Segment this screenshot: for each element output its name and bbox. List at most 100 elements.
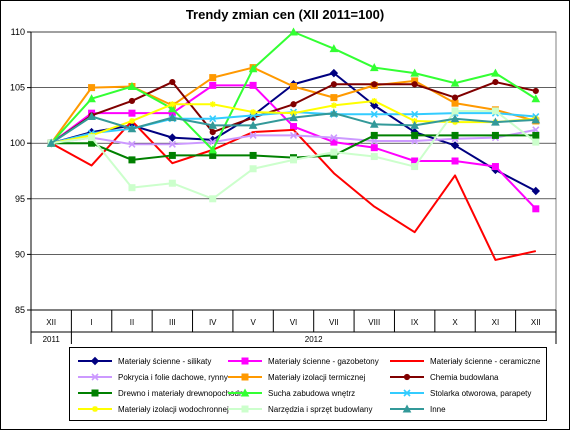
- legend-swatch: [228, 405, 262, 413]
- data-point: [532, 205, 540, 213]
- y-tick-label: 110: [11, 27, 25, 37]
- data-point: [209, 101, 216, 108]
- data-point: [370, 131, 378, 139]
- data-point: [451, 107, 459, 115]
- legend-item: Materiały izolacji wodochronnej: [76, 402, 229, 416]
- legend-item: Chemia budowlana: [388, 370, 499, 384]
- legend-swatch: [78, 389, 112, 397]
- data-point: [168, 140, 176, 148]
- data-point: [370, 101, 379, 110]
- data-point: [330, 148, 338, 156]
- data-point: [532, 126, 540, 134]
- data-point: [370, 153, 378, 161]
- data-point: [209, 81, 217, 89]
- data-point: [249, 151, 257, 159]
- series-12: [46, 108, 541, 147]
- data-point: [411, 163, 419, 171]
- data-point: [491, 131, 499, 139]
- data-point: [532, 87, 539, 95]
- legend-item: Materiały izolacji termicznej: [226, 370, 365, 384]
- legend-label: Materiały ścienne - ceramiczne: [430, 356, 541, 366]
- legend-swatch: [390, 389, 424, 397]
- legend-swatch: [78, 406, 112, 412]
- data-point: [248, 120, 258, 129]
- legend: Materiały ścienne - silikaty Materiały śc…: [69, 347, 547, 421]
- data-point: [87, 94, 96, 103]
- legend-item: Stolarka otworowa, parapety: [388, 386, 531, 400]
- data-point: [450, 78, 460, 87]
- data-point: [128, 184, 136, 192]
- x-tick-label: II: [130, 318, 134, 327]
- data-point: [169, 101, 176, 108]
- data-point: [209, 195, 217, 203]
- data-point: [248, 64, 258, 73]
- data-point: [531, 94, 541, 103]
- data-point: [128, 140, 136, 148]
- data-point: [369, 63, 379, 72]
- data-point: [411, 110, 419, 118]
- data-point: [290, 123, 297, 131]
- legend-label: Materiały ścienne - gazobetony: [268, 356, 379, 366]
- data-point: [370, 110, 378, 118]
- data-point: [249, 81, 257, 89]
- data-point: [451, 99, 459, 107]
- legend-marker: [92, 406, 98, 412]
- data-point: [329, 68, 339, 78]
- legend-item: Narzędzia i sprzęt budowlany: [226, 402, 373, 416]
- legend-label: Pokrycia i folie dachowe, rynny: [118, 372, 228, 382]
- legend-marker: [402, 404, 412, 413]
- data-point: [249, 165, 257, 173]
- legend-marker: [241, 357, 249, 365]
- data-point: [128, 109, 136, 117]
- data-point: [410, 68, 419, 77]
- data-point: [411, 131, 419, 139]
- series-6: [48, 78, 539, 147]
- data-point: [329, 108, 339, 117]
- legend-item: Materiały ścienne - gazobetony: [226, 354, 379, 368]
- data-point: [209, 115, 217, 123]
- legend-marker: [403, 389, 411, 397]
- legend-swatch: [78, 356, 112, 366]
- data-point: [208, 120, 218, 129]
- data-point: [410, 120, 419, 129]
- data-point: [531, 115, 541, 124]
- y-tick-label: 100: [10, 138, 25, 148]
- plot-area: [30, 31, 557, 311]
- legend-swatch: [78, 373, 112, 381]
- x-tick-label: V: [250, 318, 256, 327]
- legend-marker: [241, 373, 249, 381]
- legend-swatch: [228, 357, 262, 365]
- legend-marker: [241, 405, 249, 413]
- data-point: [168, 104, 177, 113]
- legend-label: Drewno i materiały drewnopochodne: [118, 388, 248, 398]
- y-tick-label: 90: [15, 249, 25, 259]
- data-point: [370, 137, 378, 145]
- legend-label: Narzędzia i sprzęt budowlany: [268, 404, 373, 414]
- legend-label: Materiały izolacji termicznej: [268, 372, 366, 382]
- x-year-label: 2011: [43, 335, 61, 344]
- data-point: [128, 117, 135, 124]
- legend-label: Inne: [430, 404, 446, 414]
- chart-title: Trendy zmian cen (XII 2011=100): [185, 7, 385, 22]
- x-tick-label: XII: [531, 318, 541, 327]
- legend-label: Materiały izolacji wodochronnej: [118, 404, 229, 414]
- series-11: [47, 107, 540, 203]
- data-point: [289, 131, 298, 139]
- data-point: [289, 27, 298, 36]
- data-point: [531, 186, 541, 196]
- legend-marker: [403, 373, 411, 381]
- legend-marker: [90, 356, 100, 366]
- data-point: [532, 131, 540, 139]
- legend-marker: [240, 388, 250, 397]
- legend-marker: [91, 389, 99, 397]
- series-8: [46, 27, 541, 154]
- data-point: [330, 94, 338, 102]
- x-year-label: 2012: [305, 335, 323, 344]
- x-tick-label: VIII: [368, 318, 380, 327]
- x-tick-label: VI: [290, 318, 298, 327]
- data-point: [330, 81, 337, 88]
- data-point: [450, 141, 460, 150]
- data-point: [451, 94, 459, 101]
- data-point: [330, 134, 338, 142]
